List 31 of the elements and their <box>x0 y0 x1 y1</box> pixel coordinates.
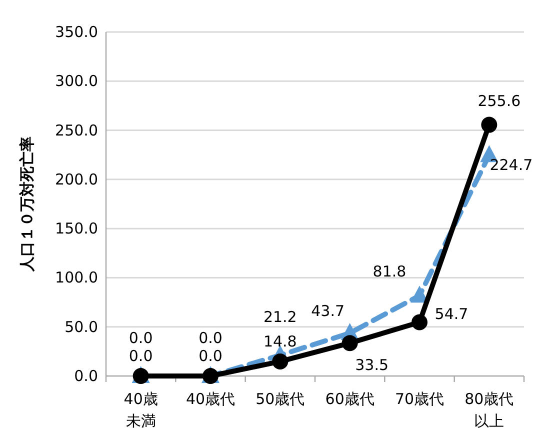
x-tick-label: 70歳代 <box>394 390 444 408</box>
data-label: 21.2 <box>263 308 297 326</box>
point <box>481 116 498 133</box>
y-tick-label: 150.0 <box>55 220 98 238</box>
y-tick-label: 250.0 <box>55 121 98 140</box>
point <box>342 335 358 352</box>
data-label: 0.0 <box>198 347 222 365</box>
y-tick-label: 100.0 <box>55 268 98 287</box>
y-tick-label: 0.0 <box>74 367 98 385</box>
data-label: 224.7 <box>490 156 533 174</box>
point <box>412 314 428 330</box>
data-label: 0.0 <box>198 329 222 347</box>
data-label: 81.8 <box>372 262 406 281</box>
y-tick-label: 300.0 <box>55 72 98 90</box>
y-tick-label: 200.0 <box>55 170 98 188</box>
y-tick-label: 350.0 <box>55 23 98 41</box>
data-label: 0.0 <box>128 347 153 365</box>
x-tick-label: 40歳代 <box>186 390 236 408</box>
data-label: 43.7 <box>311 302 345 320</box>
data-label: 33.5 <box>355 356 389 374</box>
y-axis-title: 人口１０万対死亡率 <box>18 136 36 272</box>
data-label: 255.6 <box>478 92 521 110</box>
data-label: 14.8 <box>263 332 297 350</box>
y-tick-label: 50.0 <box>64 318 98 336</box>
point <box>272 353 288 370</box>
x-tick-label: 40歳未満 <box>124 390 158 430</box>
x-tick-label: 60歳代 <box>325 390 374 408</box>
x-tick-label: 50歳代 <box>256 390 305 408</box>
x-tick-label: 80歳代以上 <box>464 390 514 430</box>
data-label: 54.7 <box>434 305 468 324</box>
data-label: 0.0 <box>128 329 153 347</box>
